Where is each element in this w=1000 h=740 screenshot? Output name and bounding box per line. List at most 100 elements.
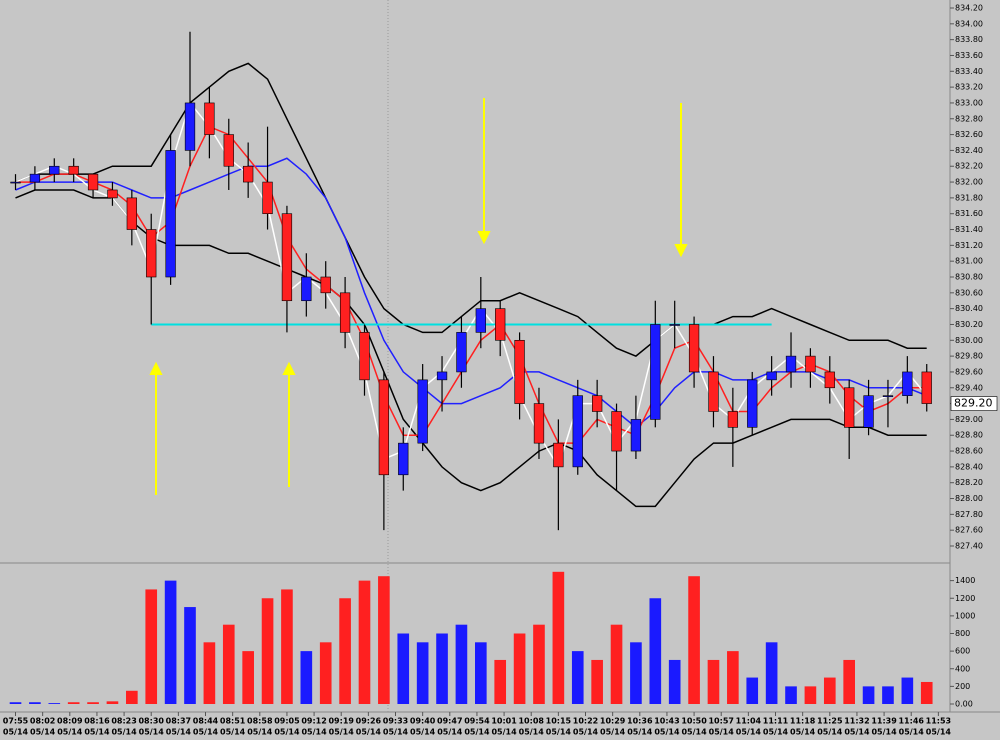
x-tick-label: 10:01 [491, 717, 517, 726]
x-tick-date: 05/14 [736, 728, 762, 737]
y-tick-label: 831.60 [955, 209, 983, 218]
volume-tick-label: 0.00 [955, 700, 973, 709]
x-tick-date: 05/14 [871, 728, 897, 737]
y-tick-label: 832.40 [955, 146, 983, 155]
y-tick-label: 833.00 [955, 98, 983, 107]
x-tick-date: 05/14 [899, 728, 925, 737]
volume-bar [823, 677, 836, 704]
candle-body [339, 292, 351, 333]
volume-bar [668, 659, 681, 704]
candle-body [882, 395, 894, 397]
volume-bar [746, 677, 759, 704]
volume-bar [649, 598, 662, 704]
y-tick-label: 829.60 [955, 367, 983, 376]
candle-body [514, 339, 525, 404]
x-tick-label: 10:22 [573, 717, 598, 726]
candle-body [630, 419, 642, 452]
volume-bar [843, 659, 855, 704]
x-tick-label: 10:57 [708, 717, 733, 726]
y-tick-label: 831.20 [955, 241, 983, 250]
y-tick-label: 828.40 [955, 462, 983, 471]
x-tick-label: 08:58 [247, 717, 273, 726]
y-tick-label: 832.20 [955, 162, 983, 171]
volume-bar [261, 598, 274, 704]
x-tick-date: 05/14 [519, 728, 545, 737]
x-tick-date: 05/14 [139, 728, 165, 737]
y-tick-label: 831.80 [955, 193, 983, 202]
volume-bar [707, 659, 720, 704]
candle-body [87, 173, 99, 191]
volume-bar [67, 702, 80, 704]
x-tick-date: 05/14 [57, 728, 83, 737]
volume-bar [9, 702, 22, 704]
x-tick-date: 05/14 [247, 728, 273, 737]
candle-body [456, 332, 467, 373]
x-tick-label: 08:51 [220, 717, 246, 726]
volume-bar [920, 681, 933, 704]
candle-body [223, 134, 234, 167]
volume-bar [533, 624, 545, 704]
candle-body [262, 181, 273, 215]
x-tick-label: 09:26 [356, 717, 382, 726]
candle-body [475, 308, 486, 333]
candle-body [611, 411, 622, 452]
volume-tick-label: 1000 [955, 611, 975, 620]
y-tick-label: 833.20 [955, 83, 983, 92]
volume-bar [281, 589, 293, 704]
x-tick-date: 05/14 [329, 728, 355, 737]
volume-bar [494, 659, 507, 704]
volume-bar [862, 686, 875, 704]
x-tick-label: 08:44 [193, 717, 219, 726]
candle-body [591, 395, 603, 412]
volume-bar [145, 589, 158, 704]
arrow-head [282, 361, 296, 375]
x-tick-label: 10:29 [600, 717, 626, 726]
volume-tick-label: 400 [955, 664, 970, 673]
candle-body [301, 276, 312, 302]
x-tick-label: 07:55 [3, 717, 29, 726]
volume-bar [378, 576, 390, 704]
x-tick-label: 11:46 [898, 717, 924, 726]
volume-bar [475, 642, 487, 704]
candle-body [669, 324, 680, 326]
x-tick-date: 05/14 [356, 728, 382, 737]
candle-body [747, 379, 758, 428]
overlay-line [15, 62, 927, 357]
x-tick-label: 09:33 [383, 717, 408, 726]
candle-body [650, 324, 661, 420]
candle-body [204, 102, 215, 135]
candle-body [49, 165, 60, 175]
x-tick-date: 05/14 [3, 728, 29, 737]
y-tick-label: 832.60 [955, 130, 983, 139]
y-tick-label: 831.40 [955, 225, 983, 234]
x-tick-label: 08:02 [30, 717, 55, 726]
x-tick-date: 05/14 [84, 728, 110, 737]
x-tick-date: 05/14 [709, 728, 735, 737]
x-tick-date: 05/14 [193, 728, 219, 737]
volume-bar [688, 576, 700, 704]
x-tick-label: 10:36 [627, 717, 653, 726]
candle-body [10, 181, 21, 184]
y-tick-label: 829.00 [955, 415, 983, 424]
candle-body [320, 276, 331, 294]
candle-body [572, 395, 583, 468]
volume-bar [436, 633, 448, 704]
x-tick-date: 05/14 [926, 728, 952, 737]
arrow-head [149, 361, 163, 375]
x-tick-label: 08:23 [111, 717, 136, 726]
volume-bar [222, 624, 235, 704]
candle-body [533, 403, 545, 444]
volume-bar [126, 690, 138, 704]
volume-tick-label: 600 [955, 647, 970, 656]
arrow-head [477, 231, 491, 245]
x-tick-label: 09:12 [301, 717, 326, 726]
volume-bar [785, 686, 797, 704]
x-tick-label: 11:53 [926, 717, 951, 726]
y-tick-label: 827.40 [955, 542, 983, 551]
last-price-label: 829.20 [954, 397, 993, 410]
x-tick-label: 11:25 [817, 717, 843, 726]
last-price-box [950, 396, 998, 411]
y-tick-label: 834.00 [955, 19, 983, 28]
volume-bar [106, 701, 119, 704]
x-tick-label: 10:08 [518, 717, 544, 726]
